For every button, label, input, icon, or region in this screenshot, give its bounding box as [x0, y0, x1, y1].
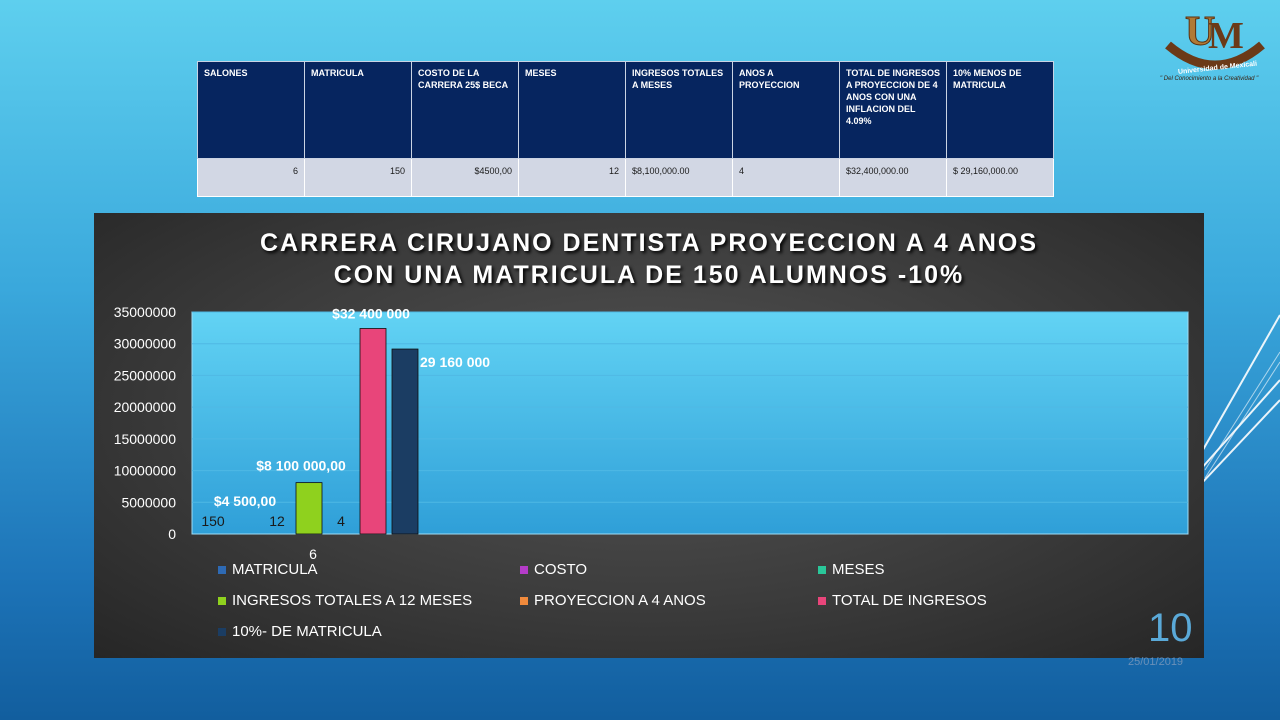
data-label: 12: [269, 513, 285, 529]
chart-panel: CARRERA CIRUJANO DENTISTA PROYECCION A 4…: [94, 213, 1204, 658]
data-table: SALONES MATRICULA COSTO DE LA CARRERA 25…: [197, 61, 1054, 197]
y-tick-label: 25000000: [114, 367, 177, 383]
y-tick-label: 15000000: [114, 431, 177, 447]
legend-item: MATRICULA: [218, 561, 318, 578]
legend-label: TOTAL DE INGRESOS: [832, 592, 987, 609]
table-cell: 150: [304, 158, 412, 197]
bar: [295, 482, 323, 535]
table-header-cell: TOTAL DE INGRESOS A PROYECCION DE 4 ANOS…: [839, 61, 947, 159]
y-tick-label: 30000000: [114, 336, 177, 352]
legend-swatch: [218, 565, 226, 574]
slide-number: 10: [1148, 606, 1193, 650]
table-cell: 4: [732, 158, 840, 197]
table-header-cell: ANOS A PROYECCION: [732, 61, 840, 159]
plot-area: [191, 311, 1189, 535]
bar-chart: 35000000 30000000 25000000 20000000 15000000…: [114, 304, 1189, 562]
table-header-cell: INGRESOS TOTALES A MESES: [625, 61, 733, 159]
legend-label: INGRESOS TOTALES A 12 MESES: [232, 592, 473, 609]
table-header-cell: SALONES: [197, 61, 305, 159]
table-header-cell: 10% MENOS DE MATRICULA: [946, 61, 1054, 159]
bar: [359, 328, 387, 535]
chart-title: CARRERA CIRUJANO DENTISTA PROYECCION A 4…: [94, 227, 1204, 291]
data-label: $4 500,00: [214, 493, 276, 509]
table-cell: $8,100,000.00: [625, 158, 733, 197]
chart-title-line: CARRERA CIRUJANO DENTISTA PROYECCION A 4…: [259, 229, 1038, 257]
y-tick-label: 20000000: [114, 399, 177, 415]
legend-swatch: [218, 596, 226, 605]
legend-swatch: [818, 596, 826, 605]
bar: [391, 348, 419, 535]
y-tick-label: 35000000: [114, 304, 177, 320]
legend-label: COSTO: [534, 561, 588, 578]
data-label: 29 160 000: [420, 354, 490, 370]
legend-swatch: [520, 596, 528, 605]
legend-label: PROYECCION A 4 ANOS: [534, 592, 706, 609]
data-label: 150: [201, 513, 225, 529]
legend-item: MESES: [818, 561, 885, 578]
table-cell: $ 29,160,000.00: [946, 158, 1054, 197]
legend-item: INGRESOS TOTALES A 12 MESES: [218, 592, 472, 609]
legend-swatch: [520, 565, 528, 574]
svg-text:" Del Conocimiento a la Creati: " Del Conocimiento a la Creatividad ": [1160, 76, 1259, 82]
legend-item: TOTAL DE INGRESOS: [818, 592, 987, 609]
y-tick-label: 0: [168, 526, 176, 542]
legend-label: 10%- DE MATRICULA: [232, 623, 382, 640]
slide-date: 25/01/2019: [1128, 656, 1184, 668]
y-tick-label: 5000000: [121, 494, 176, 510]
table-cell: $4500,00: [411, 158, 519, 197]
legend-swatch: [818, 565, 826, 574]
legend-item: PROYECCION A 4 ANOS: [520, 592, 706, 609]
table-cell: $32,400,000.00: [839, 158, 947, 197]
table-row: 6 150 $4500,00 12 $8,100,000.00 4 $32,40…: [197, 158, 1054, 197]
data-label: $8 100 000,00: [256, 458, 346, 474]
legend-label: MESES: [832, 561, 885, 578]
legend-item: 10%- DE MATRICULA: [218, 623, 382, 640]
svg-text:U: U: [1185, 9, 1215, 55]
table-cell: 6: [197, 158, 305, 197]
data-label: 4: [337, 513, 345, 529]
table-header-cell: COSTO DE LA CARRERA 25$ BECA: [411, 61, 519, 159]
university-logo: U M Universidad de Mexicali " Del Conoci…: [1160, 9, 1265, 82]
svg-text:M: M: [1208, 15, 1244, 57]
table-header-cell: MATRICULA: [304, 61, 412, 159]
table-header-row: SALONES MATRICULA COSTO DE LA CARRERA 25…: [197, 61, 1054, 159]
table-cell: 12: [518, 158, 626, 197]
chart-title-line: CON UNA MATRICULA DE 150 ALUMNOS -10%: [333, 261, 965, 289]
y-tick-label: 10000000: [114, 463, 177, 479]
table-header-cell: MESES: [518, 61, 626, 159]
legend-item: COSTO: [520, 561, 587, 578]
legend-label: MATRICULA: [232, 561, 318, 578]
data-label: $32 400 000: [332, 305, 410, 321]
x-tick-label: 6: [309, 546, 317, 562]
legend-swatch: [218, 627, 226, 636]
